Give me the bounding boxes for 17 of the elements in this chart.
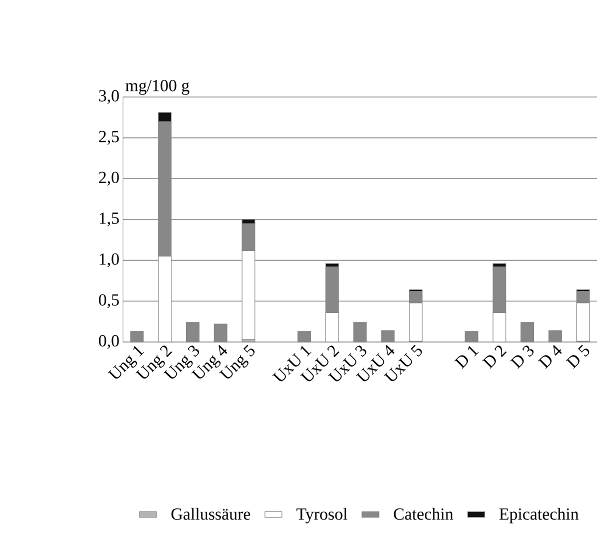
x-tick-label: D 2 <box>482 346 507 369</box>
y-tick-label: 2,0 <box>99 172 119 186</box>
legend-label: Catechin <box>394 508 454 520</box>
legend-label: Epicatechin <box>499 508 579 524</box>
x-tick-label: D 1 <box>454 346 479 369</box>
x-tick-label: D 4 <box>538 344 562 369</box>
y-tick-label: 3,0 <box>99 90 119 104</box>
y-tick-label: 0,0 <box>98 335 119 349</box>
y-tick-label: 2,5 <box>99 130 119 145</box>
y-tick-label: 1,0 <box>100 253 119 268</box>
legend-label: Gallussäure <box>171 508 250 520</box>
x-tick-label: D 3 <box>510 346 534 369</box>
y-axis-title: mg/100 g <box>126 80 190 95</box>
y-tick-label: 1,5 <box>100 212 119 226</box>
legend-label: Tyrosol <box>296 508 348 524</box>
y-tick-label: 0,5 <box>98 294 119 308</box>
x-tick-label: D 5 <box>566 344 590 369</box>
